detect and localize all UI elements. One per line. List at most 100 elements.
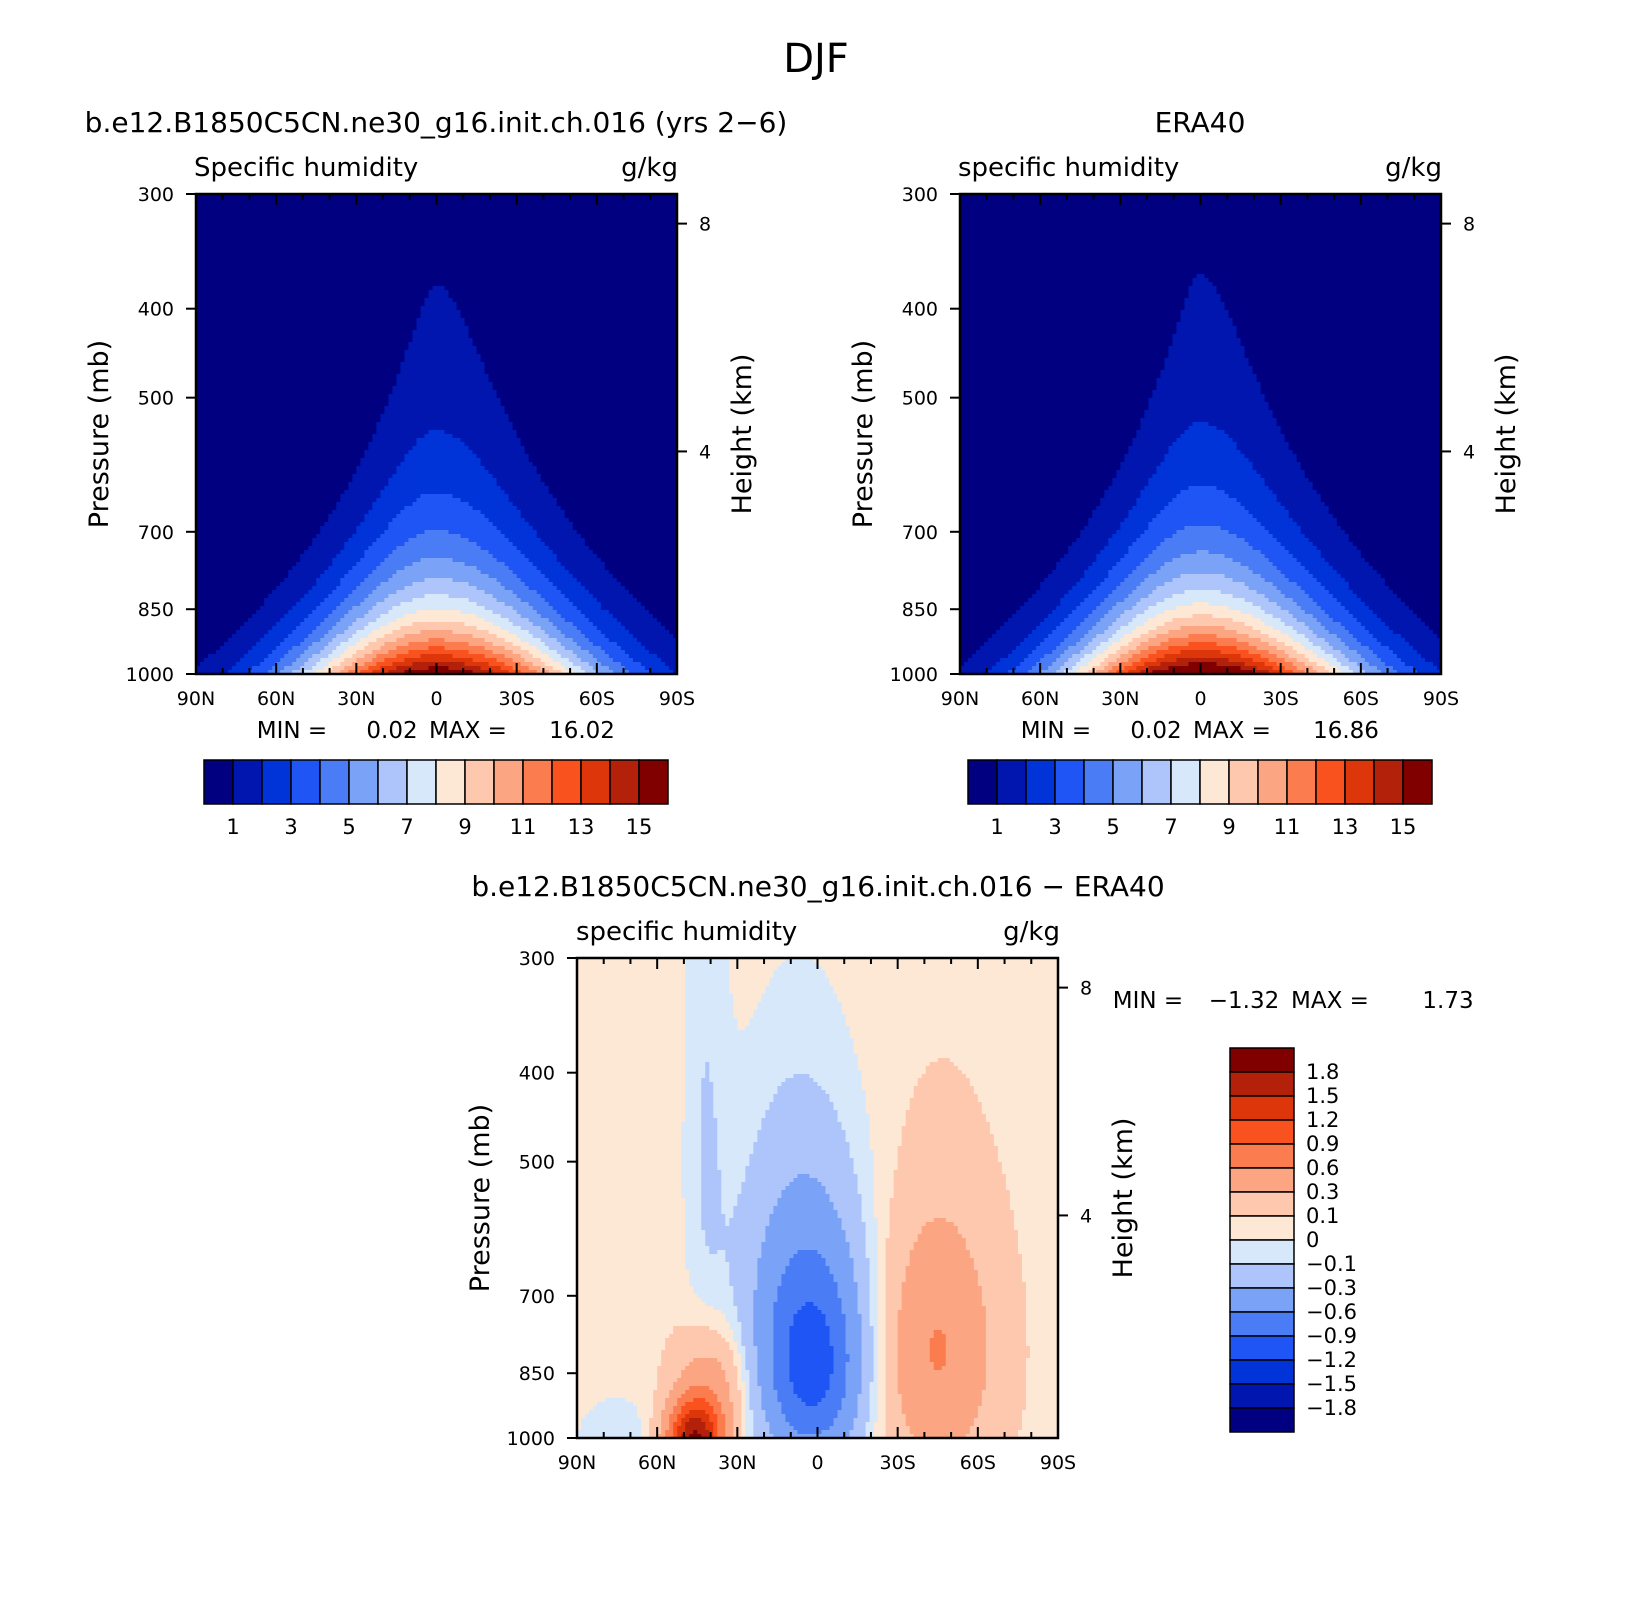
model-cell [388, 358, 394, 363]
model-cell [224, 210, 229, 215]
model-cell [276, 226, 281, 231]
model-cell [352, 258, 357, 263]
model-cell [412, 322, 418, 327]
model-cell [212, 338, 217, 343]
model-cell [348, 234, 353, 239]
model-cell [404, 274, 410, 279]
model-cell [532, 254, 538, 259]
model-cell [404, 278, 410, 283]
model-cell [524, 334, 530, 339]
model-cell [564, 286, 570, 291]
model-cell [320, 342, 325, 347]
model-cell [372, 270, 377, 275]
model-cell [672, 334, 677, 339]
model-cell [412, 342, 418, 347]
model-cell [340, 334, 345, 339]
model-cell [508, 346, 514, 351]
model-cell [472, 258, 478, 263]
model-cell [276, 242, 281, 247]
model-cell [608, 254, 614, 259]
model-cell [588, 318, 594, 323]
model-cell [616, 198, 622, 203]
model-cell [556, 214, 562, 219]
model-cell [396, 254, 402, 259]
model-cell [240, 238, 245, 243]
model-cell [516, 194, 522, 199]
model-cell [316, 258, 321, 263]
model-cell [396, 326, 402, 331]
model-cell [328, 230, 333, 235]
model-cell [616, 270, 622, 275]
model-cell [444, 358, 450, 363]
model-cell [636, 322, 642, 327]
model-cell [324, 286, 329, 291]
model-cell [640, 346, 646, 351]
model-cell [476, 230, 482, 235]
model-cell [228, 210, 233, 215]
model-cell [668, 210, 674, 215]
model-cell [480, 266, 486, 271]
model-cell [236, 342, 241, 347]
model-cell [348, 202, 353, 207]
model-cell [484, 278, 490, 283]
model-cell [348, 274, 353, 279]
model-cell [504, 226, 510, 231]
model-cell [464, 198, 470, 203]
model-cell [260, 282, 265, 287]
model-cell [404, 238, 410, 243]
model-cell [312, 222, 317, 227]
model-cell [520, 270, 526, 275]
model-cell [440, 266, 446, 271]
model-cell [236, 306, 241, 311]
model-cell [204, 358, 209, 363]
model-cell [512, 298, 518, 303]
model-cell [672, 342, 677, 347]
model-cell [324, 310, 329, 315]
model-cell [300, 202, 305, 207]
model-cell [392, 262, 398, 267]
model-cell [328, 242, 333, 247]
model-cell [276, 230, 281, 235]
model-cell [548, 214, 554, 219]
model-cell [352, 306, 357, 311]
model-cell [372, 194, 377, 199]
model-cell [440, 250, 446, 255]
model-cell [476, 206, 482, 211]
model-cell [448, 322, 454, 327]
model-cell [384, 358, 389, 363]
model-cell [364, 318, 369, 323]
model-cell [480, 330, 486, 335]
model-cell [456, 322, 462, 327]
model-cell [404, 326, 410, 331]
model-cell [472, 282, 478, 287]
model-cell [428, 246, 434, 251]
model-cell [588, 202, 594, 207]
model-cell [328, 322, 333, 327]
model-cell [248, 218, 253, 223]
model-cell [660, 278, 666, 283]
model-cell [372, 214, 377, 219]
model-cell [376, 318, 381, 323]
model-cell [640, 290, 646, 295]
model-cell [240, 354, 245, 359]
model-cell [196, 298, 201, 303]
model-cell [588, 346, 594, 351]
model-cell [348, 206, 353, 211]
model-cell [520, 354, 526, 359]
model-cell [200, 278, 205, 283]
model-cell [276, 282, 281, 287]
model-cell [276, 314, 281, 319]
model-cell [236, 234, 241, 239]
model-cell [216, 194, 221, 199]
model-cell [212, 322, 217, 327]
model-cell [612, 254, 618, 259]
model-cell [208, 346, 213, 351]
model-cell [544, 318, 550, 323]
model-cell [364, 286, 369, 291]
model-cell [448, 354, 454, 359]
model-cell [360, 262, 365, 267]
model-cell [220, 262, 225, 267]
model-cell [212, 206, 217, 211]
model-cell [196, 342, 201, 347]
model-cell [592, 322, 598, 327]
